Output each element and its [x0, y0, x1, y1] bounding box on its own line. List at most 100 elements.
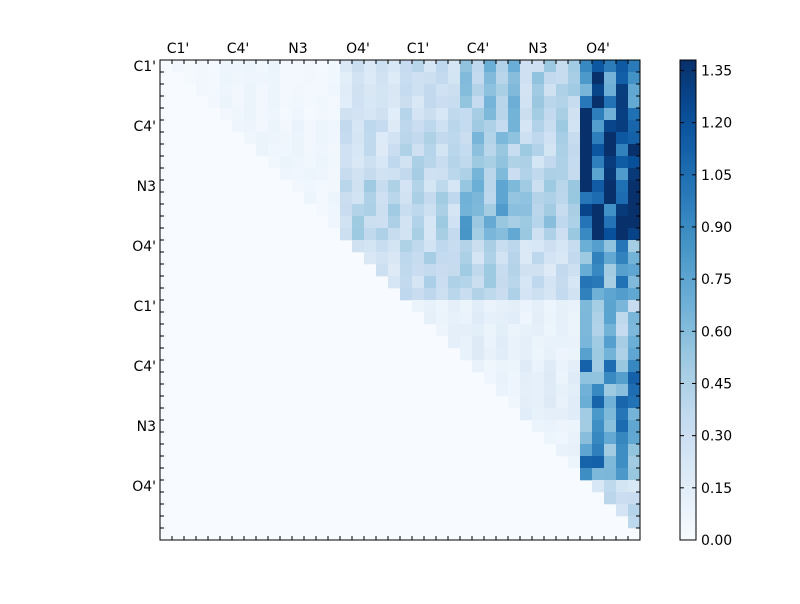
heatmap-cell — [424, 180, 437, 193]
heatmap-cell — [628, 384, 641, 397]
x-tick-label: N3 — [528, 41, 547, 57]
heatmap-cell — [448, 276, 461, 289]
heatmap-cell — [220, 84, 233, 97]
heatmap-cell — [628, 276, 641, 289]
heatmap-cell — [256, 132, 269, 145]
heatmap-cell — [604, 492, 617, 505]
heatmap-cell — [388, 60, 401, 73]
heatmap-cell — [364, 72, 377, 85]
heatmap-cell — [544, 300, 557, 313]
heatmap-cell — [520, 144, 533, 157]
heatmap-cell — [532, 60, 545, 73]
heatmap-cell — [580, 216, 593, 229]
heatmap-cell — [256, 96, 269, 109]
heatmap-cell — [568, 312, 581, 325]
heatmap-cell — [424, 252, 437, 265]
heatmap-cell — [496, 372, 509, 385]
y-tick-label: C4' — [133, 359, 156, 375]
heatmap-cell — [508, 180, 521, 193]
heatmap-cell — [316, 168, 329, 181]
heatmap-cell — [544, 396, 557, 409]
heatmap-cell — [532, 108, 545, 121]
heatmap-cell — [268, 96, 281, 109]
heatmap-cell — [412, 168, 425, 181]
heatmap-cell — [340, 192, 353, 205]
heatmap-cell — [376, 216, 389, 229]
heatmap-cell — [520, 72, 533, 85]
heatmap-cell — [364, 144, 377, 157]
heatmap-cell — [592, 216, 605, 229]
heatmap-cell — [556, 204, 569, 217]
heatmap-cell — [424, 264, 437, 277]
heatmap-cell — [412, 144, 425, 157]
heatmap-cell — [412, 264, 425, 277]
heatmap-cell — [628, 348, 641, 361]
heatmap-cell — [484, 120, 497, 133]
heatmap-cell — [580, 348, 593, 361]
heatmap-cell — [412, 120, 425, 133]
heatmap-cell — [604, 312, 617, 325]
heatmap-cell — [304, 72, 317, 85]
heatmap-cell — [364, 168, 377, 181]
heatmap-cell — [484, 204, 497, 217]
heatmap-cell — [412, 252, 425, 265]
heatmap-cell — [604, 60, 617, 73]
heatmap-cell — [580, 312, 593, 325]
heatmap-cell — [436, 252, 449, 265]
heatmap-cell — [400, 180, 413, 193]
heatmap-cell — [352, 192, 365, 205]
heatmap-cell — [484, 60, 497, 73]
heatmap-cell — [412, 228, 425, 241]
heatmap-cell — [292, 156, 305, 169]
heatmap-cell — [328, 144, 341, 157]
heatmap-cell — [592, 132, 605, 145]
heatmap-cell — [544, 216, 557, 229]
heatmap-cell — [448, 228, 461, 241]
heatmap-cell — [568, 96, 581, 109]
heatmap-cell — [448, 240, 461, 253]
heatmap-cell — [520, 228, 533, 241]
heatmap-cell — [472, 108, 485, 121]
heatmap-cell — [280, 96, 293, 109]
heatmap-cell — [268, 120, 281, 133]
heatmap-cell — [460, 312, 473, 325]
heatmap-cell — [508, 120, 521, 133]
heatmap-cell — [616, 480, 629, 493]
heatmap-cell — [532, 168, 545, 181]
heatmap-cell — [580, 396, 593, 409]
heatmap-cell — [616, 468, 629, 481]
heatmap-cell — [304, 144, 317, 157]
heatmap-cell — [436, 288, 449, 301]
heatmap-cell — [304, 156, 317, 169]
heatmap-cell — [592, 204, 605, 217]
heatmap-cell — [316, 180, 329, 193]
heatmap-cell — [508, 288, 521, 301]
heatmap-cell — [580, 288, 593, 301]
heatmap-cell — [424, 312, 437, 325]
heatmap-cell — [520, 168, 533, 181]
heatmap-cell — [604, 252, 617, 265]
heatmap-cell — [448, 84, 461, 97]
heatmap-cell — [412, 204, 425, 217]
heatmap-cell — [580, 180, 593, 193]
heatmap-cell — [388, 180, 401, 193]
heatmap-cell — [388, 96, 401, 109]
heatmap-cell — [484, 228, 497, 241]
heatmap-cell — [376, 156, 389, 169]
heatmap-cell — [532, 96, 545, 109]
heatmap-cell — [508, 360, 521, 373]
heatmap-cell — [412, 180, 425, 193]
heatmap-cell — [364, 60, 377, 73]
heatmap-cell — [628, 96, 641, 109]
heatmap-cell — [556, 96, 569, 109]
heatmap-cell — [544, 168, 557, 181]
heatmap-cell — [316, 144, 329, 157]
heatmap-cell — [448, 180, 461, 193]
heatmap-cell — [220, 60, 233, 73]
heatmap-cell — [532, 300, 545, 313]
heatmap-cell — [628, 408, 641, 421]
heatmap-cell — [448, 204, 461, 217]
colorbar-ticks — [680, 69, 696, 541]
heatmap-cell — [232, 108, 245, 121]
heatmap-cell — [304, 192, 317, 205]
